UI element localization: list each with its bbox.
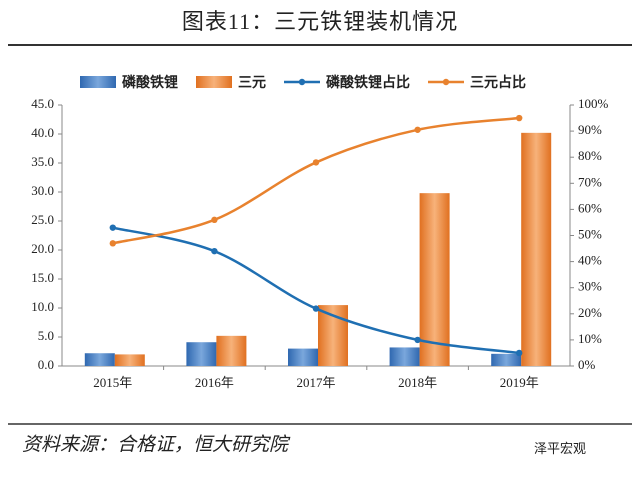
bar [114,354,145,366]
source: 资料来源：合格证，恒大研究院 [22,433,291,455]
y2-tick-label: 30% [578,279,602,294]
y2-tick-label: 40% [578,253,602,268]
bar [186,342,217,366]
bar [84,353,115,366]
y-tick-label: 30.0 [31,183,54,198]
y-tick-label: 0.0 [38,357,54,372]
line [112,116,520,245]
line-marker [516,114,523,122]
line [112,226,520,355]
x-tick-label: 2016年 [195,375,234,390]
y2-tick-label: 0% [578,357,596,372]
x-tick-label: 2018年 [398,375,437,390]
bar [288,348,318,366]
bar [216,335,247,366]
bar [491,353,522,366]
y2-tick-label: 90% [578,122,602,137]
legend-swatch [298,78,306,86]
y2-tick-label: 100% [578,96,609,111]
bar [389,347,420,366]
legend-label: 磷酸铁锂 [122,74,178,91]
y-tick-label: 40.0 [31,125,54,140]
y-tick-label: 5.0 [38,328,54,343]
legend-swatch [80,76,116,88]
line-marker [211,216,218,224]
line-marker [109,224,117,231]
y-tick-label: 15.0 [31,270,54,285]
legend-swatch [196,76,232,88]
y2-tick-label: 20% [578,305,602,320]
y2-tick-label: 50% [578,226,602,241]
line-marker [312,305,320,312]
legend-label: 磷酸铁锂占比 [326,74,410,91]
legend-label: 三元占比 [470,74,526,91]
legend-label: 三元 [238,75,266,91]
x-tick-label: 2017年 [296,375,335,390]
y-tick-label: 20.0 [31,241,54,256]
line-marker [516,349,523,357]
y2-tick-label: 10% [578,331,602,346]
line-marker [414,336,421,344]
x-tick-label: 2019年 [500,375,539,390]
line-marker [414,126,421,133]
page-title: 图表11：三元铁锂装机情况 [182,9,458,34]
y-tick-label: 10.0 [31,299,54,314]
y2-tick-label: 70% [578,174,602,189]
bar [521,132,552,366]
y-tick-label: 35.0 [31,154,54,169]
y-tick-label: 45.0 [31,96,54,111]
y-tick-label: 25.0 [31,212,54,227]
legend-swatch [442,78,450,86]
line-marker [211,247,218,255]
line-marker [312,159,320,166]
x-tick-label: 2015年 [93,375,132,390]
bar [419,193,450,366]
y2-tick-label: 60% [578,200,602,215]
y2-tick-label: 80% [578,148,602,163]
watermark: 泽平宏观 [534,441,586,456]
line-marker [109,240,117,247]
